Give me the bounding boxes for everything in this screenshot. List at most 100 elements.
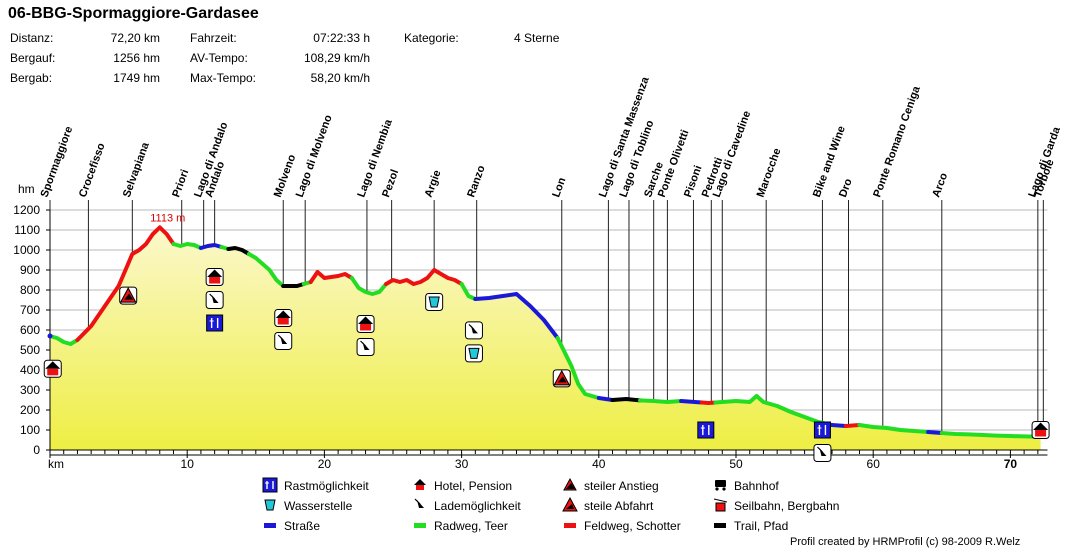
poi-water-cup-icon xyxy=(464,344,483,363)
max-elevation-label: 1113 m xyxy=(150,212,185,224)
train-wheel xyxy=(722,487,726,491)
place-label: Arco xyxy=(930,171,950,199)
roof xyxy=(358,316,374,324)
legend-item: Radweg, Teer xyxy=(414,519,508,533)
poi-charging-icon xyxy=(813,444,832,462)
profile-segment-trail xyxy=(226,246,251,256)
rect xyxy=(697,421,715,439)
rect xyxy=(813,421,831,439)
legend-label: steiler Anstieg xyxy=(584,479,659,493)
place-label: Lago di Cavedine xyxy=(711,109,753,199)
legend-label: Trail, Pfad xyxy=(734,519,788,533)
glyph-line xyxy=(277,334,284,341)
legend-item: Hotel, Pension xyxy=(414,479,512,493)
x-tick-label: 20 xyxy=(318,457,332,471)
legend-item: Straße xyxy=(264,519,320,533)
roof xyxy=(1033,422,1049,430)
cup xyxy=(264,499,276,511)
profile-segment-strasse xyxy=(926,430,944,435)
credit-text: Profil created by HRMProfil (c) 98-2009 … xyxy=(790,536,1021,548)
x-axis-label: km xyxy=(48,457,64,471)
y-tick-label: 600 xyxy=(20,323,40,337)
legend-item: Trail, Pfad xyxy=(714,519,788,533)
legend-label: steile Abfahrt xyxy=(584,499,654,513)
x-tick-label: 30 xyxy=(455,457,469,471)
y-tick-label: 1100 xyxy=(14,223,40,237)
profile-segment-feldweg xyxy=(308,270,354,284)
poi-fork-knife-icon xyxy=(206,314,224,332)
triangle xyxy=(562,496,578,512)
profile-segment-trail xyxy=(610,397,642,403)
glyph xyxy=(417,500,424,508)
house-icon xyxy=(414,479,426,490)
hill xyxy=(557,376,567,383)
rect xyxy=(262,477,278,493)
cup xyxy=(428,296,440,308)
legend-label: Straße xyxy=(284,519,320,533)
house xyxy=(47,368,59,376)
profile-segment-radweg xyxy=(713,394,834,427)
poi-charging-icon xyxy=(356,338,375,356)
poi-house-icon xyxy=(205,268,224,286)
x-tick-label: 10 xyxy=(181,457,195,471)
glyph-line xyxy=(414,498,421,505)
place-label: Crocefisso xyxy=(77,141,108,199)
hill xyxy=(566,504,574,509)
glyph-line xyxy=(817,446,823,453)
x-tick-label: 70 xyxy=(1004,457,1018,471)
legend-label: Rastmöglichkeit xyxy=(284,479,369,493)
poi-house-icon xyxy=(356,315,375,333)
house xyxy=(360,324,372,331)
house xyxy=(1035,430,1047,437)
profile-segment-strasse xyxy=(679,399,704,405)
profile-segment-radweg xyxy=(349,276,389,296)
charging-icon xyxy=(414,498,424,508)
place-label: Selvapiana xyxy=(121,140,152,199)
legend-label: Hotel, Pension xyxy=(434,479,512,493)
poi-charging-icon xyxy=(464,321,483,340)
fahrzeit-value: 07:22:33 h xyxy=(313,31,370,45)
legend-line-trail xyxy=(714,523,726,528)
place-label: Lon xyxy=(550,176,568,199)
profile-segment-strasse xyxy=(830,423,848,428)
poi-fork-knife-icon xyxy=(813,421,831,439)
distanz-value: 72,20 km xyxy=(110,31,160,45)
legend-item: Seilbahn, Bergbahn xyxy=(713,498,839,513)
legend-label: Radweg, Teer xyxy=(434,519,508,533)
poi-house-icon xyxy=(1031,421,1050,439)
start-marker xyxy=(47,333,53,339)
legend-label: Wasserstelle xyxy=(284,499,353,513)
place-label: Pezol xyxy=(380,168,401,199)
x-tick-label: 40 xyxy=(592,457,606,471)
legend-item: Rastmöglichkeit xyxy=(262,477,369,493)
cup xyxy=(468,347,480,359)
cable-car-cabin xyxy=(715,502,726,512)
x-tick-label: 60 xyxy=(867,457,881,471)
poi-warning-triangle-icon xyxy=(119,286,138,305)
profile-segment-strasse xyxy=(198,243,224,250)
legend-line-radweg xyxy=(414,523,426,528)
roof xyxy=(45,361,61,369)
y-tick-label: 700 xyxy=(20,303,40,317)
avtempo-label: AV-Tempo: xyxy=(190,51,248,65)
bergauf-value: 1256 hm xyxy=(113,51,160,65)
place-label: Argie xyxy=(423,168,444,199)
place-label: Ponte Romano Ceniga xyxy=(871,84,923,199)
legend-item: steile Abfahrt xyxy=(562,496,654,513)
page-title: 06-BBG-Spormaggiore-Gardasee xyxy=(8,5,259,22)
maxtempo-value: 58,20 km/h xyxy=(310,71,370,85)
house xyxy=(277,318,289,325)
profile-segment-radweg xyxy=(48,334,80,346)
poi-house-icon xyxy=(43,359,62,378)
poi-water-cup-icon xyxy=(425,293,444,311)
kategorie-label: Kategorie: xyxy=(404,31,459,45)
bergauf-label: Bergauf: xyxy=(10,51,56,65)
profile-segment-feldweg xyxy=(699,400,718,405)
legend-label: Lademöglichkeit xyxy=(434,499,521,513)
x-tick-label: 50 xyxy=(729,457,743,471)
legend-label: Bahnhof xyxy=(734,479,779,493)
rect xyxy=(206,314,224,332)
roof xyxy=(275,310,291,318)
legend-label: Seilbahn, Bergbahn xyxy=(734,499,839,513)
